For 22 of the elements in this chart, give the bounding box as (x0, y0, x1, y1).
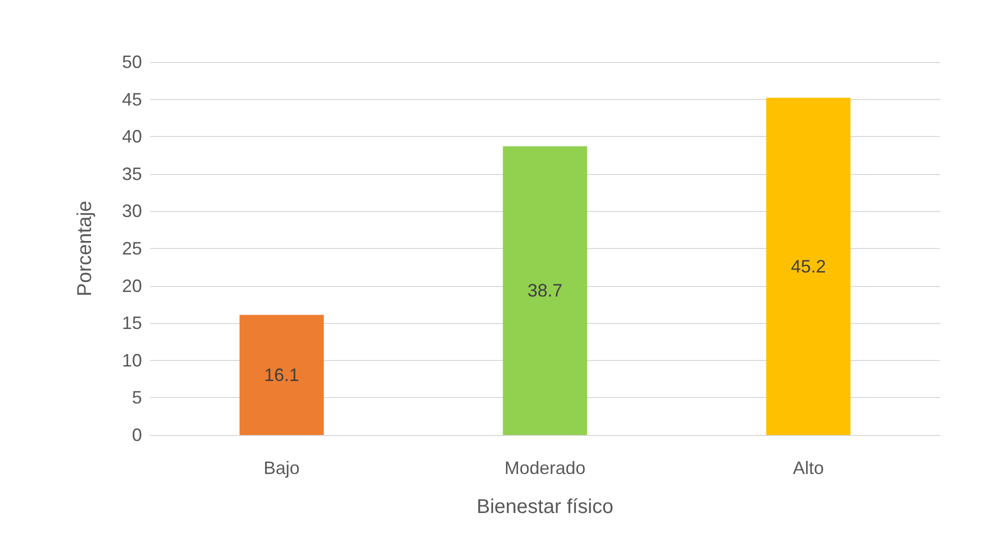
x-tick-label: Bajo (264, 458, 300, 478)
y-tick-label: 30 (122, 201, 142, 222)
x-tick-label: Moderado (504, 458, 586, 478)
y-tick-label: 15 (122, 313, 142, 334)
data-label: 45.2 (790, 256, 826, 276)
bar (240, 314, 324, 435)
y-tick-label: 35 (122, 164, 142, 184)
y-tick-label: 20 (122, 276, 142, 296)
data-label: 38.7 (527, 280, 563, 301)
y-tick-label: 45 (122, 89, 142, 110)
y-tick-label: 25 (122, 238, 142, 258)
x-axis-title: Bienestar físico (476, 496, 614, 518)
y-tick-label: 5 (132, 388, 142, 408)
bar (502, 146, 588, 435)
y-axis-title: Porcentaje (74, 200, 96, 296)
x-tick-label: Alto (792, 458, 824, 478)
y-tick-label: 40 (122, 126, 142, 147)
y-tick-label: 0 (132, 425, 142, 445)
y-tick-label: 10 (122, 350, 142, 370)
bar (766, 98, 850, 435)
data-label: 16.1 (264, 364, 300, 385)
y-tick-label: 50 (122, 52, 142, 72)
